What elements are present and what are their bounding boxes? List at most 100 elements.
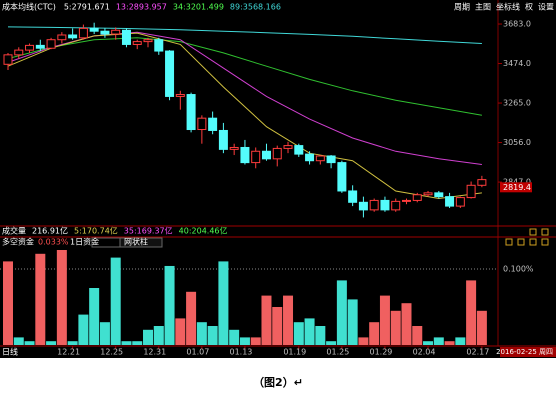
menu-item[interactable]: 设置 [538,2,554,12]
flow-bar [3,261,13,345]
candle-body [165,50,175,97]
flow-bar [89,288,100,345]
icon[interactable] [529,228,537,236]
y-tick-label: 0.100% [503,265,534,274]
candle-body [369,199,379,211]
x-tick-label: 12.31 [143,348,166,357]
candle-body [25,44,35,51]
x-tick-label: 01.19 [283,348,306,357]
flow-bar [67,341,78,345]
flow-bar [207,326,218,345]
flow-bar [272,307,283,345]
flow-bar [326,341,337,345]
flow-bar [444,341,455,345]
candle-body [240,146,250,164]
x-tick-label: 12.25 [100,348,123,357]
flow-bar [358,337,369,345]
menu-item[interactable]: 周期 [454,3,470,12]
flow-bar [110,257,121,345]
y-tick-label: 3265.0 [503,99,531,108]
flow-bar [175,318,186,345]
flow-bar [390,310,401,345]
flow-bar [143,329,154,345]
candle-body [391,200,401,211]
pane-label: 5:170.74亿 [74,226,118,236]
candle-body [121,29,131,45]
pane-label: 40:204.46亿 [179,226,228,236]
pane-label: 0.033% [38,238,69,247]
flow-bar [78,314,89,345]
flow-bar [369,322,380,345]
candle-body [111,29,121,35]
candle-body [445,196,455,207]
menu-item[interactable]: 坐标线 [496,2,520,12]
icon[interactable] [541,238,549,246]
flow-bar [293,322,304,345]
candle-body [154,39,164,52]
x-tick-label: 01.29 [369,348,392,357]
flow-bar [379,295,390,345]
flow-bar [186,291,197,345]
flow-bar [423,341,434,345]
candle-body [315,155,325,162]
flow-bar [196,322,207,345]
pane-label: 35:169.37亿 [124,226,173,236]
x-tick-label: 01.25 [326,348,349,357]
candle-body [229,146,239,150]
candle-body [348,190,358,203]
candle-body [412,194,422,201]
flow-bar [24,341,35,345]
candle-body [197,117,207,131]
candle-body [175,94,185,97]
dropdown[interactable] [119,237,163,248]
y-tick-label: 3683.0 [503,20,531,29]
candle-body [455,197,465,207]
flow-bar [283,295,294,345]
flow-bar [433,337,444,345]
caption: （图2）↵ [253,376,303,389]
candle-body [283,145,293,149]
candle-body [3,54,13,65]
candle-body [35,44,45,49]
menu-item[interactable]: 主图 [475,2,491,12]
candle-body [46,39,56,49]
candle-body [208,117,218,131]
icon[interactable] [517,238,525,246]
icon[interactable] [529,238,537,246]
pane-label: 多空资金 [2,237,34,247]
candle-body [14,49,24,56]
flow-bar [239,337,250,345]
dropdown-label[interactable]: 网状柱 [124,237,148,247]
period-label: 日线 [2,347,18,357]
candle-body [272,147,282,160]
flow-bar [261,295,272,345]
candle-body [100,30,110,35]
candle-body [294,145,304,155]
dropdown-label[interactable]: 1日资金 [70,237,99,247]
icon[interactable] [505,238,513,246]
menu-item[interactable]: 权 [525,2,533,12]
flow-bar [466,280,477,345]
candle-body [78,27,88,39]
flow-bar [401,303,412,345]
flow-bar [56,250,67,345]
flow-bar [35,253,46,345]
header-label: 34:3201.499 [173,3,224,12]
icon[interactable] [541,228,549,236]
flow-bar [121,341,132,345]
x-tick-label: 01.13 [229,348,252,357]
candle-body [434,192,444,198]
candle-body [261,150,271,160]
x-tick-label: 02.17 [466,348,489,357]
flow-bar [132,341,143,345]
flow-bar [46,341,57,345]
header-label: 成本均线(CTC) [2,2,56,12]
candle-body [68,34,78,39]
flow-bar [347,299,358,345]
candle-body [57,34,67,41]
y-tick-label: 2847.0 [503,178,531,187]
flow-bar [250,337,261,345]
candle-body [143,39,153,43]
